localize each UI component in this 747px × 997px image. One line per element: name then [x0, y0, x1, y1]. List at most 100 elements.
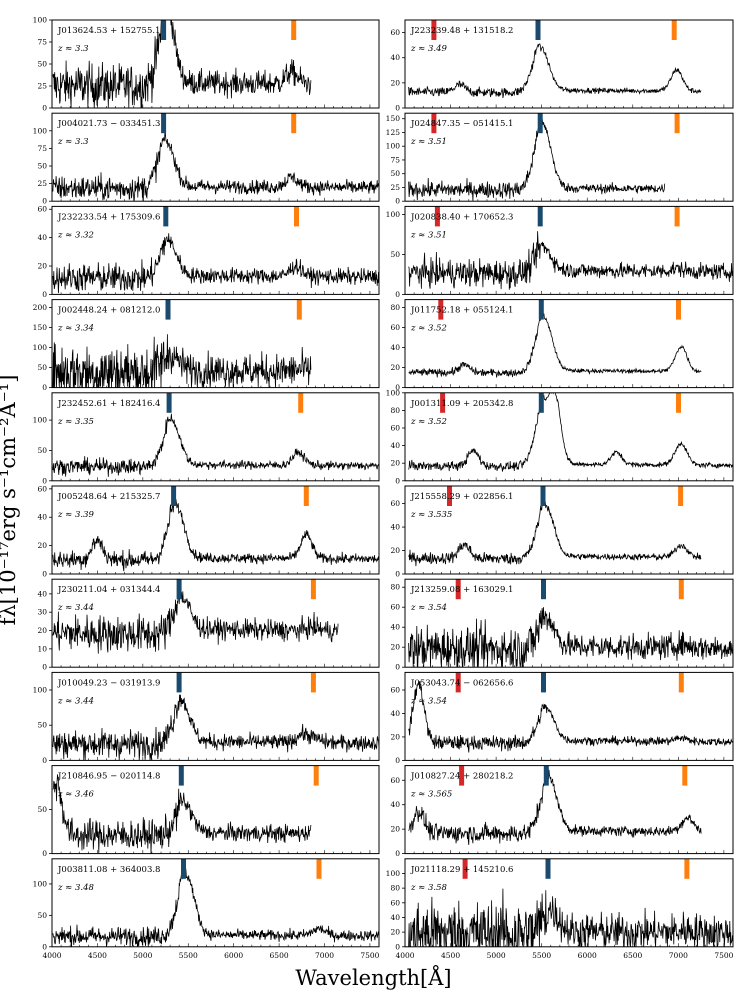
y-tick-label: 50	[37, 721, 47, 730]
y-tick-label: 100	[386, 869, 401, 878]
panel-20: 0 20 40 60 80 100 4000 4500 5000 5500 6000 6500 7000…	[386, 858, 734, 960]
civ-marker	[674, 113, 680, 134]
lya-marker	[181, 858, 186, 879]
x-tick-label: 7000	[315, 951, 334, 960]
y-tick-label: 40	[37, 233, 47, 242]
panel-1: 0 25 50 75 100 J013624.53 + 152755.1 z ≈ 3.3	[33, 16, 437, 113]
lya-marker	[161, 20, 167, 40]
panel-12: 0 20 40 60 J215558.29 + 022856.1 z ≈ 3.535	[390, 485, 734, 579]
civ-marker	[674, 206, 680, 227]
spectrum-line	[408, 769, 702, 845]
civ-marker	[296, 299, 302, 320]
y-tick-label: 0	[42, 849, 47, 858]
civ-marker	[684, 858, 690, 879]
y-tick-label: 60	[390, 499, 400, 508]
y-tick-label: 0	[395, 942, 400, 951]
ciii-marker	[431, 113, 437, 134]
ciii-marker	[431, 20, 437, 40]
x-tick-label: 4500	[88, 951, 107, 960]
y-tick-label: 10	[37, 644, 47, 653]
panel-3: 0 25 50 75 100 J004021.73 − 033451.3 z ≈ 3.3	[33, 112, 437, 206]
y-tick-label: 50	[390, 250, 400, 259]
y-tick-label: 40	[390, 913, 400, 922]
y-tick-label: 50	[37, 162, 47, 171]
panel-13: 0 10 20 30 40 J230211.04 + 031344.4 z ≈ 3.44	[37, 578, 461, 672]
panel-8: 0 20 40 60 80 J011752.18 + 055124.1 z ≈ 3.52	[390, 299, 734, 392]
panel-5: 0 20 40 60 J232233.54 + 175309.6 z ≈ 3.32	[37, 205, 440, 299]
redshift-label: z ≈ 3.48	[57, 883, 95, 893]
panel-15: 0 50 100 J010049.23 − 031913.9 z ≈ 3.44	[33, 671, 461, 765]
spectrum-line	[408, 392, 733, 472]
panel-11: 0 20 40 60 J005248.64 + 215325.7 z ≈ 3.39	[37, 484, 452, 579]
civ-marker	[310, 672, 316, 693]
spectrum-line	[408, 231, 733, 290]
y-tick-label: 150	[386, 114, 401, 123]
redshift-label: z ≈ 3.44	[57, 696, 94, 706]
y-tick-label: 40	[390, 623, 400, 632]
civ-marker	[678, 579, 684, 600]
y-tick-label: 100	[33, 686, 48, 695]
y-tick-label: 40	[390, 343, 400, 352]
civ-marker	[291, 20, 297, 40]
y-tick-label: 80	[390, 583, 400, 592]
civ-marker	[676, 299, 681, 320]
y-tick-label: 50	[37, 911, 47, 920]
y-tick-label: 100	[386, 142, 401, 151]
y-tick-label: 200	[33, 303, 48, 312]
y-tick-label: 40	[37, 589, 47, 598]
panel-4: 0 25 50 75 100 125 150 J024847.35 − 051415.1 z ≈…	[386, 112, 734, 206]
x-tick-label: 5000	[133, 951, 152, 960]
y-tick-label: 0	[42, 383, 47, 392]
ciii-marker	[438, 299, 444, 320]
panel-17: 0 50 J210846.95 − 020114.8 z ≈ 3.46	[37, 765, 465, 858]
spectrum-line	[408, 888, 733, 947]
panel-2: 0 20 40 60 J223239.48 + 131518.2 z ≈ 3.49	[390, 19, 734, 113]
y-tick-label: 20	[390, 546, 400, 555]
civ-marker	[291, 113, 297, 134]
y-tick-label: 20	[390, 928, 400, 937]
x-tick-label: 4500	[441, 951, 460, 960]
panel-14: 0 20 40 60 80 J213259.08 + 163029.1 z ≈ 3.54	[390, 578, 734, 672]
object-name: J001311.09 + 205342.8	[410, 399, 513, 409]
y-tick-label: 20	[390, 363, 400, 372]
y-tick-label: 100	[33, 343, 48, 352]
lya-marker	[541, 579, 546, 600]
y-tick-label: 0	[42, 290, 47, 299]
ciii-marker	[434, 206, 440, 227]
spectrum-line	[408, 607, 733, 668]
y-tick-label: 100	[33, 416, 48, 425]
x-tick-label: 6000	[578, 951, 597, 960]
redshift-label: z ≈ 3.3	[57, 137, 89, 147]
y-tick-label: 40	[390, 441, 400, 450]
y-tick-label: 150	[33, 323, 48, 332]
redshift-label: z ≈ 3.54	[410, 696, 447, 706]
y-tick-label: 100	[386, 210, 401, 219]
y-axis-label-wrapper: fλ[10⁻¹⁷erg s⁻¹cm⁻²Å⁻¹]	[0, 375, 36, 626]
object-name: J010827.24 + 280218.2	[410, 772, 513, 782]
y-tick-label: 0	[395, 756, 400, 765]
panel-10: 0 20 40 60 80 100 J001311.09 + 205342.8 z ≈ 3.5…	[386, 388, 734, 485]
y-tick-label: 60	[390, 898, 400, 907]
y-tick-label: 20	[390, 78, 400, 87]
redshift-label: z ≈ 3.51	[410, 137, 447, 147]
y-tick-label: 60	[390, 28, 400, 37]
panel-6: 0 50 100 J020838.40 + 170652.3 z ≈ 3.51	[386, 205, 734, 299]
redshift-label: z ≈ 3.49	[410, 44, 448, 54]
redshift-label: z ≈ 3.35	[57, 417, 94, 427]
civ-marker	[676, 392, 681, 413]
y-tick-label: 60	[390, 323, 400, 332]
y-axis-label: fλ[10⁻¹⁷erg s⁻¹cm⁻²Å⁻¹]	[0, 374, 20, 626]
civ-marker	[671, 20, 677, 40]
y-tick-label: 20	[37, 262, 47, 271]
x-tick-label: 4000	[395, 951, 414, 960]
redshift-label: z ≈ 3.44	[57, 603, 94, 613]
spectrum-line	[52, 774, 312, 854]
x-tick-label: 7000	[669, 951, 688, 960]
civ-marker	[678, 486, 684, 506]
lya-marker	[535, 20, 541, 40]
spectrum-line	[52, 334, 312, 388]
y-tick-label: 0	[395, 197, 400, 206]
ciii-marker	[447, 486, 452, 506]
y-tick-label: 0	[42, 942, 47, 951]
